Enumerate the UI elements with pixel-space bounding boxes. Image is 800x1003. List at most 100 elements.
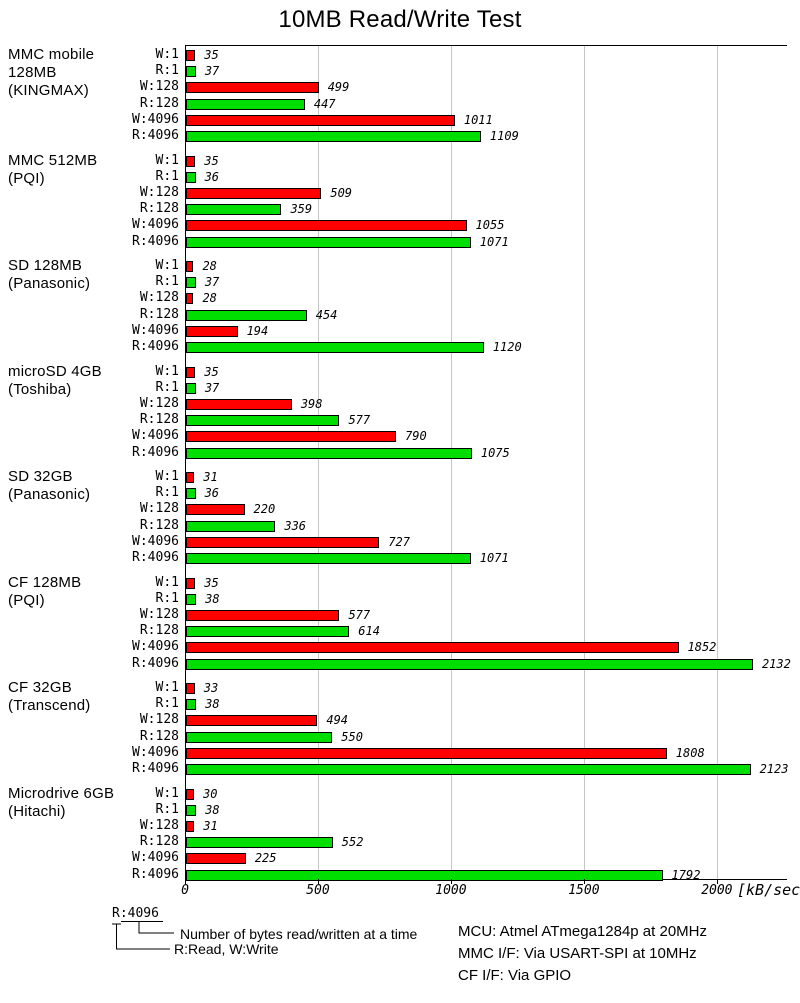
device-label-6: CF 32GB (Transcend) xyxy=(8,679,91,714)
bar-read xyxy=(186,520,276,532)
bar-value-label: 1808 xyxy=(675,745,705,760)
bar-value-label: 1011 xyxy=(463,112,493,127)
bar-value-label: 1109 xyxy=(489,129,519,143)
bar-value-label: 28 xyxy=(202,291,217,306)
bar-write xyxy=(186,82,319,94)
bar-value-label: 35 xyxy=(204,153,219,168)
bar-row-label: R:128 xyxy=(139,517,179,533)
device-label-5: CF 128MB (PQI) xyxy=(8,573,82,609)
bar-read xyxy=(186,236,471,248)
bar-value-label: 1071 xyxy=(479,551,509,565)
bar-row-label: W:128 xyxy=(139,395,179,411)
bar-value-label: 220 xyxy=(253,502,276,517)
bar-row-label: W:128 xyxy=(139,817,179,833)
device-label-1: MMC 512MB (PQI) xyxy=(8,151,98,187)
bar-write xyxy=(186,504,245,516)
chart-title: 10MB Read/Write Test xyxy=(278,6,522,33)
gridline-500 xyxy=(318,46,320,879)
system-info-block: MCU: Atmel ATmega1284p at 20MHz MMC I/F:… xyxy=(458,921,707,987)
bar-write xyxy=(186,398,292,410)
plot-area: 35 37 499 447 1011 1109 35 36 509 359 1055 1071 28 37… xyxy=(185,45,791,882)
bar-row-label: R:128 xyxy=(139,412,179,428)
legend-callout-lines xyxy=(112,921,174,950)
bar-read xyxy=(186,804,197,816)
bar-value-label: 38 xyxy=(205,591,220,606)
gridline-1000 xyxy=(451,46,453,879)
bar-value-label: 30 xyxy=(202,786,218,801)
bar-write xyxy=(186,788,194,800)
bar-write xyxy=(186,220,467,232)
legend-example-label: R:4096 xyxy=(112,906,159,921)
bar-row-label: R:128 xyxy=(139,306,179,322)
bar-row-label: R:4096 xyxy=(132,866,179,882)
device-label-0: MMC mobile 128MB (KINGMAX) xyxy=(8,46,95,99)
bar-read xyxy=(186,309,307,321)
bar-value-label: 336 xyxy=(284,518,307,533)
bar-row-label: W:1 xyxy=(155,152,179,168)
bar-read xyxy=(186,98,305,110)
bar-row-label: R:1 xyxy=(155,485,179,501)
bar-value-label: 727 xyxy=(388,534,411,549)
bar-value-label: 36 xyxy=(204,486,220,501)
bar-value-label: 33 xyxy=(203,681,219,695)
bar-read xyxy=(186,488,196,500)
legend-rw-note: R:Read, W:Write xyxy=(174,941,279,957)
bar-value-label: 194 xyxy=(246,323,269,338)
bar-row-label: W:128 xyxy=(139,184,179,200)
bar-write xyxy=(186,536,380,548)
bar-value-label: 38 xyxy=(205,802,220,817)
bar-row-label: R:1 xyxy=(155,801,179,817)
bar-row-label: R:1 xyxy=(155,168,179,184)
bar-row-label: W:128 xyxy=(139,501,179,517)
bar-read xyxy=(186,131,481,142)
bar-value-label: 552 xyxy=(341,835,364,850)
bar-row-label: W:4096 xyxy=(132,850,179,866)
bar-row-label: W:4096 xyxy=(132,111,179,127)
bar-value-label: 1792 xyxy=(671,867,701,882)
bar-row-label: W:128 xyxy=(139,606,179,622)
bar-write xyxy=(186,853,246,865)
bar-value-label: 550 xyxy=(341,729,363,744)
bar-row-label: R:4096 xyxy=(132,655,179,671)
bar-row-label: R:4096 xyxy=(132,128,179,143)
device-label-7: Microdrive 6GB (Hitachi) xyxy=(8,784,115,820)
axis-tick-500 xyxy=(317,879,319,884)
axis-tick-1500 xyxy=(583,879,585,884)
bar-read xyxy=(186,415,340,427)
bar-value-label: 31 xyxy=(203,818,218,833)
bar-value-label: 1120 xyxy=(492,340,522,354)
bar-row-label: W:4096 xyxy=(132,533,179,549)
bar-write xyxy=(186,642,679,654)
bar-row-label: W:1 xyxy=(155,469,179,484)
gridline-2000 xyxy=(717,46,719,879)
bar-value-label: 499 xyxy=(327,80,350,95)
bar-row-label: R:1 xyxy=(155,274,179,290)
bar-row-label: W:4096 xyxy=(132,639,179,655)
bar-row-label: W:1 xyxy=(155,785,179,801)
bar-value-label: 38 xyxy=(205,697,220,712)
bar-read xyxy=(186,553,471,564)
bar-value-label: 2123 xyxy=(759,762,789,776)
bar-value-label: 447 xyxy=(313,96,336,111)
bar-value-label: 225 xyxy=(254,851,277,866)
bar-value-label: 35 xyxy=(204,364,219,379)
bar-write xyxy=(186,261,194,272)
device-label-4: SD 32GB (Panasonic) xyxy=(8,468,91,503)
bar-value-label: 1852 xyxy=(687,640,717,655)
bar-read xyxy=(186,837,333,849)
axis-tick-0 xyxy=(185,879,186,884)
bar-row-label: W:128 xyxy=(139,290,179,306)
bar-value-label: 1071 xyxy=(479,234,509,249)
bar-read xyxy=(186,699,197,711)
axis-tick-label-0: 0 xyxy=(181,883,189,898)
bar-row-label: R:128 xyxy=(139,834,179,850)
bar-row-label: R:128 xyxy=(139,623,179,639)
bar-value-label: 790 xyxy=(405,429,427,444)
bar-row-label: R:1 xyxy=(155,696,179,712)
bar-value-label: 36 xyxy=(204,169,220,184)
bar-row-label: W:128 xyxy=(139,712,179,728)
bar-read xyxy=(186,382,196,394)
bar-write xyxy=(186,155,196,167)
bar-write xyxy=(186,472,195,483)
bar-value-label: 454 xyxy=(315,307,338,322)
